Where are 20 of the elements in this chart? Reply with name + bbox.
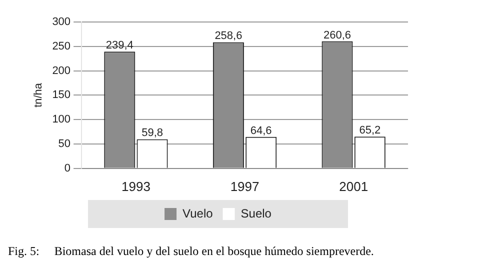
data-label: 64,6 bbox=[250, 124, 272, 137]
y-tick-label: 0 bbox=[64, 162, 71, 174]
data-label: 258,6 bbox=[214, 30, 242, 42]
y-axis-title: tn/ha bbox=[32, 82, 45, 108]
legend-label: Vuelo bbox=[182, 206, 214, 220]
data-label: 239,4 bbox=[106, 40, 134, 52]
x-tick-label: 1997 bbox=[230, 178, 260, 194]
y-tick-label: 300 bbox=[52, 16, 71, 28]
caption: Fig. 5: Biomasa del vuelo y del suelo en el bosque húmedo siempreverde. bbox=[8, 244, 375, 259]
data-label: 260,6 bbox=[324, 29, 352, 42]
y-tick-label: 200 bbox=[52, 64, 71, 77]
y-tick-label: 250 bbox=[52, 40, 71, 52]
x-tick-label: 1993 bbox=[122, 178, 150, 194]
x-tick-label: 2001 bbox=[339, 178, 368, 194]
data-label: 59,8 bbox=[142, 127, 163, 140]
legend-label: Suelo bbox=[240, 206, 272, 220]
y-tick-label: 50 bbox=[58, 138, 71, 150]
y-tick-label: 150 bbox=[52, 89, 71, 102]
data-label: 65,2 bbox=[359, 124, 381, 137]
y-tick-label: 100 bbox=[52, 114, 71, 126]
